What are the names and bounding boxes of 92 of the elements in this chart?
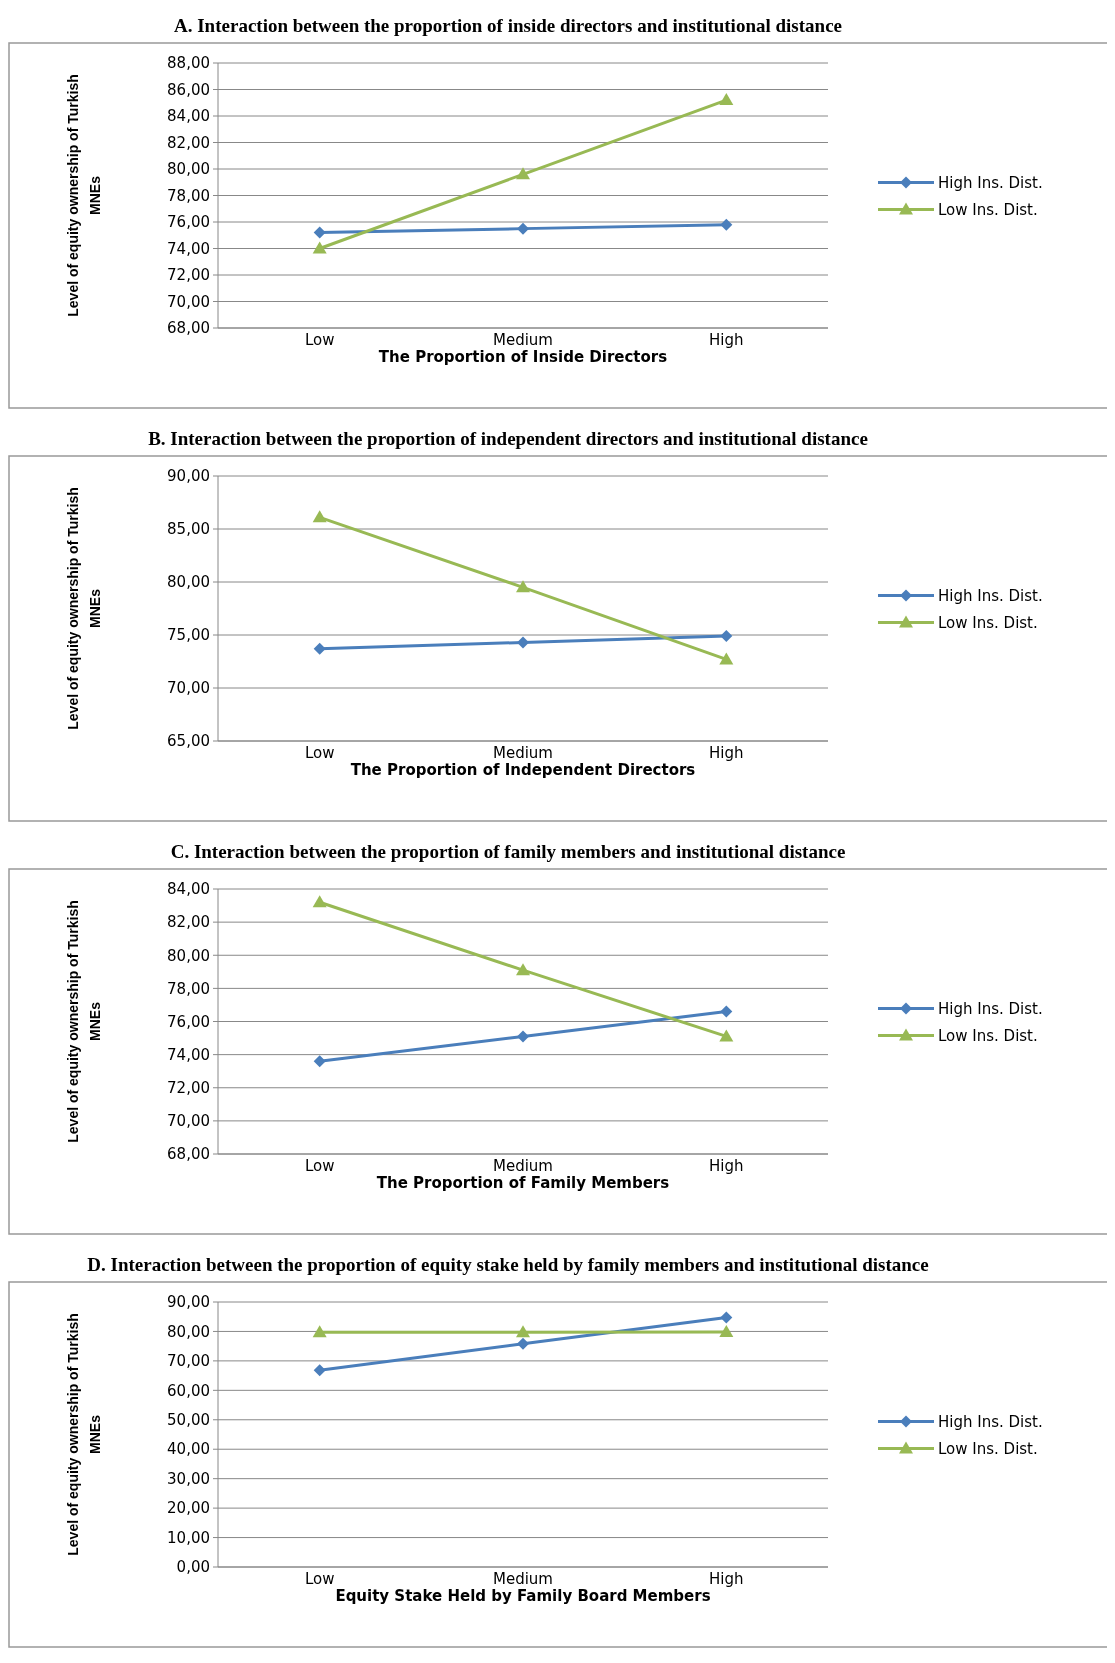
- point: [517, 636, 529, 649]
- legend-label: Low Ins. Dist.: [938, 200, 1038, 219]
- x-axis-title: The Proportion of Inside Directors: [378, 348, 668, 366]
- point: [720, 630, 733, 643]
- legend-label: Low Ins. Dist.: [938, 1026, 1038, 1045]
- x-tick-label: High: [709, 744, 744, 762]
- point: [720, 1005, 733, 1018]
- x-tick-label: Medium: [493, 1157, 553, 1175]
- x-tick-label: Medium: [493, 331, 553, 349]
- legend-label: High Ins. Dist.: [938, 173, 1043, 192]
- y-tick-label: 60,00: [167, 1381, 210, 1400]
- x-tick-label: Low: [304, 331, 335, 349]
- y-tick-label: 65,00: [167, 732, 210, 751]
- point: [719, 1325, 734, 1338]
- point: [720, 1311, 733, 1324]
- x-axis-title: The Proportion of Independent Directors: [350, 761, 696, 779]
- y-tick-label: 30,00: [167, 1469, 210, 1488]
- x-tick-label: High: [709, 331, 744, 349]
- y-axis-title: Level of equity ownership of Turkish MNEs: [65, 1313, 103, 1556]
- y-tick-label: 76,00: [167, 1012, 210, 1031]
- y-tick-label: 80,00: [167, 946, 210, 965]
- legend-label: Low Ins. Dist.: [938, 613, 1038, 632]
- point: [719, 652, 734, 665]
- y-tick-label: 0,00: [176, 1558, 210, 1577]
- point: [312, 1325, 327, 1338]
- chart-title: C. Interaction between the proportion of family members and institutional distance: [170, 841, 846, 862]
- y-tick-label: 70,00: [167, 1112, 210, 1131]
- y-tick-label: 74,00: [167, 1045, 210, 1064]
- y-tick-label: 74,00: [167, 239, 210, 258]
- chart-title: A. Interaction between the proportion of inside directors and institutional distance: [174, 15, 842, 36]
- point: [720, 218, 733, 231]
- x-tick-label: Low: [304, 744, 335, 762]
- y-tick-label: 90,00: [167, 1293, 210, 1312]
- y-tick-label: 80,00: [167, 573, 210, 592]
- point: [517, 1030, 529, 1043]
- y-axis-title: Level of equity ownership of Turkish MNEs: [65, 487, 103, 730]
- x-tick-label: High: [709, 1157, 744, 1175]
- legend-label: High Ins. Dist.: [938, 1412, 1043, 1431]
- legend-label: Low Ins. Dist.: [938, 1439, 1038, 1458]
- point: [516, 1325, 530, 1338]
- point: [313, 226, 326, 239]
- y-tick-label: 70,00: [167, 679, 210, 698]
- y-tick-label: 75,00: [167, 626, 210, 645]
- y-tick-label: 50,00: [167, 1411, 210, 1430]
- x-tick-label: High: [709, 1570, 744, 1588]
- x-tick-label: Low: [304, 1157, 335, 1175]
- point: [719, 93, 734, 106]
- point: [516, 167, 530, 180]
- legend-label: High Ins. Dist.: [938, 586, 1043, 605]
- y-tick-label: 82,00: [167, 913, 210, 932]
- y-tick-label: 84,00: [167, 107, 210, 126]
- x-axis-title: Equity Stake Held by Family Board Members: [335, 1587, 711, 1605]
- y-tick-label: 80,00: [167, 1322, 210, 1341]
- point: [516, 963, 530, 976]
- point: [313, 1055, 326, 1068]
- point: [516, 580, 530, 593]
- point: [313, 1364, 326, 1377]
- y-tick-label: 88,00: [167, 54, 210, 73]
- y-tick-label: 20,00: [167, 1499, 210, 1518]
- point: [517, 222, 529, 235]
- y-tick-label: 78,00: [167, 186, 210, 205]
- x-axis-title: The Proportion of Family Members: [376, 1174, 670, 1192]
- y-tick-label: 68,00: [167, 319, 210, 338]
- point: [312, 510, 327, 523]
- point: [313, 642, 326, 655]
- point: [312, 895, 327, 908]
- y-tick-label: 84,00: [167, 880, 210, 899]
- y-tick-label: 70,00: [167, 1352, 210, 1371]
- x-tick-label: Low: [304, 1570, 335, 1588]
- chart-title: B. Interaction between the proportion of independent directors and institutional distance: [148, 428, 868, 449]
- point: [517, 1337, 529, 1350]
- point: [719, 1029, 734, 1042]
- y-tick-label: 68,00: [167, 1145, 210, 1164]
- chart-title: D. Interaction between the proportion of equity stake held by family members and institutional distance: [87, 1254, 929, 1275]
- y-tick-label: 70,00: [167, 292, 210, 311]
- y-axis-title: Level of equity ownership of Turkish MNEs: [65, 900, 103, 1143]
- y-tick-label: 72,00: [167, 266, 210, 285]
- point: [312, 241, 327, 254]
- y-tick-label: 85,00: [167, 520, 210, 539]
- y-tick-label: 86,00: [167, 80, 210, 99]
- x-tick-label: Medium: [493, 744, 553, 762]
- y-tick-label: 76,00: [167, 213, 210, 232]
- y-tick-label: 80,00: [167, 160, 210, 179]
- y-tick-label: 82,00: [167, 133, 210, 152]
- legend-label: High Ins. Dist.: [938, 999, 1043, 1018]
- y-tick-label: 40,00: [167, 1440, 210, 1459]
- x-tick-label: Medium: [493, 1570, 553, 1588]
- y-tick-label: 72,00: [167, 1079, 210, 1097]
- y-tick-label: 78,00: [167, 979, 210, 998]
- y-axis-title: Level of equity ownership of Turkish MNEs: [65, 74, 103, 317]
- y-tick-label: 90,00: [167, 467, 210, 486]
- y-tick-label: 10,00: [167, 1528, 210, 1547]
